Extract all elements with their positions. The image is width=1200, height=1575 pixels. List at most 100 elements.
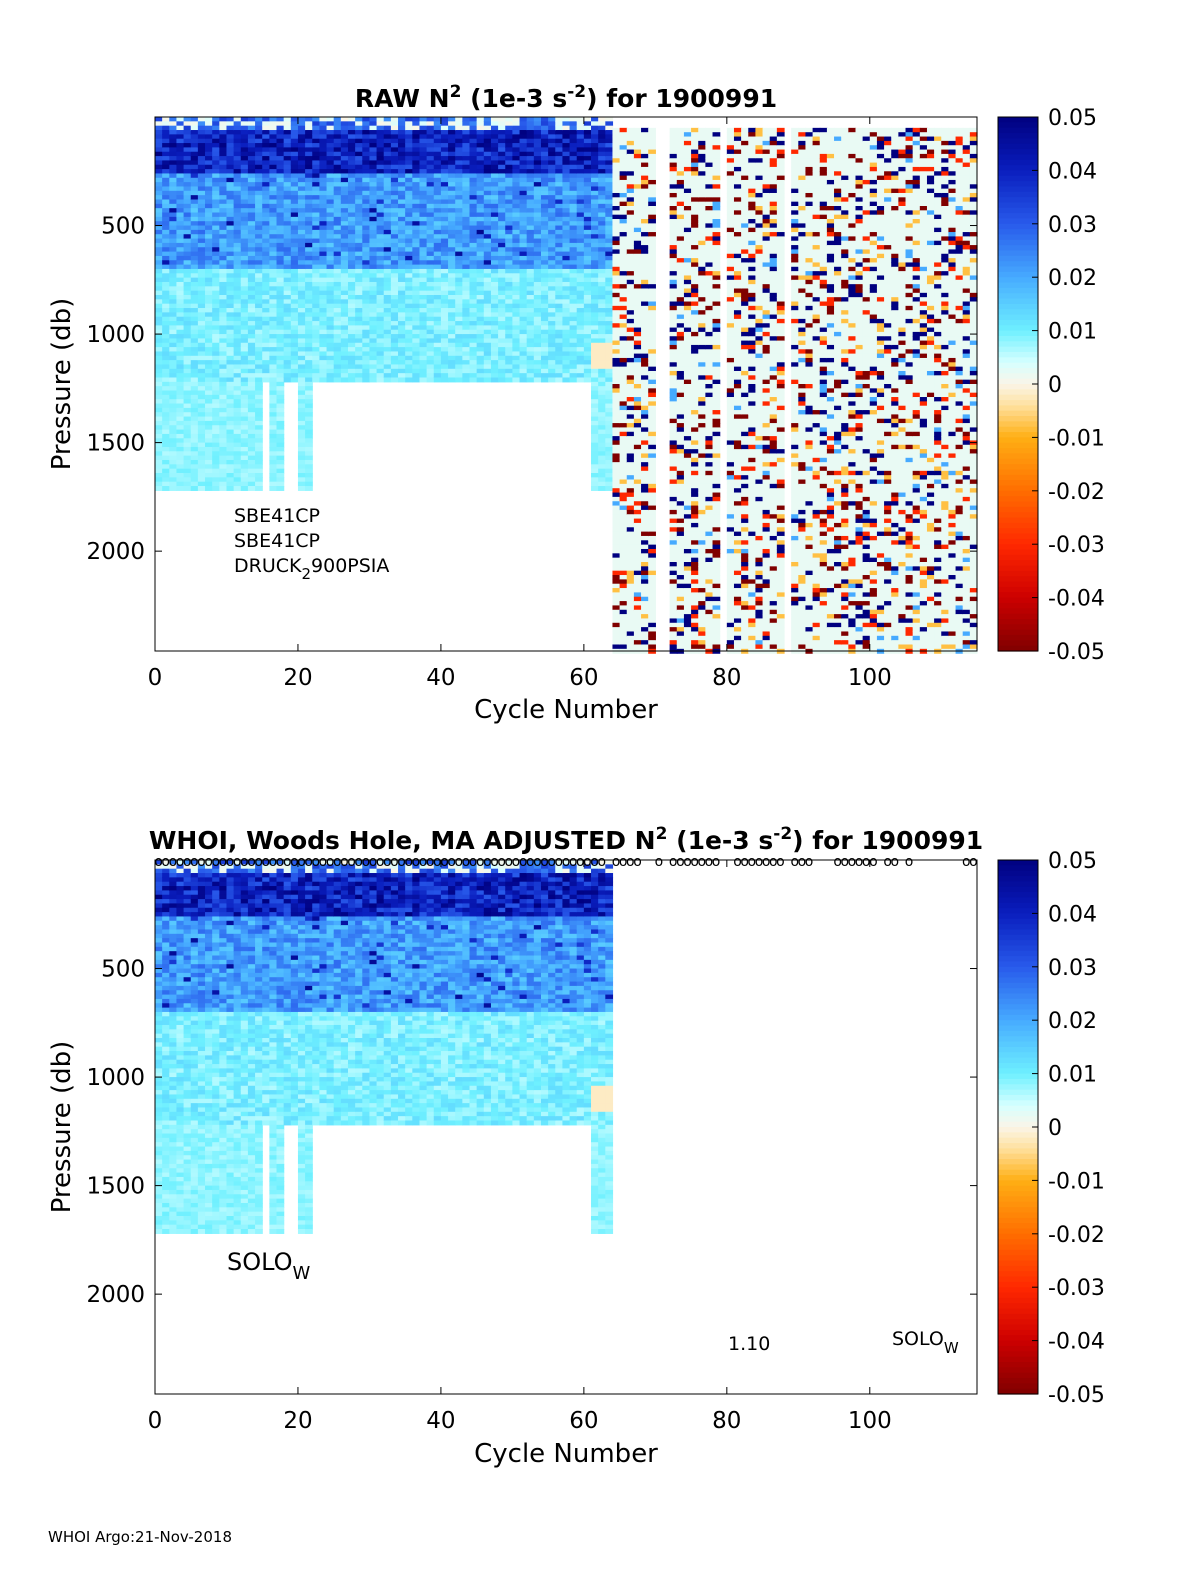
heatmap-cell (205, 247, 213, 253)
heatmap-cell (247, 360, 256, 366)
heatmap-cell (162, 212, 170, 218)
heatmap-cell (305, 160, 313, 166)
heatmap-cell (419, 238, 428, 244)
heatmap-cell (155, 455, 163, 461)
heatmap-cell (190, 312, 199, 318)
heatmap-cell (519, 264, 528, 270)
heatmap-cell (626, 483, 635, 489)
heatmap-cell (383, 295, 392, 300)
heatmap-cell (283, 195, 292, 201)
heatmap-cell (197, 364, 206, 370)
heatmap-cell (362, 199, 371, 205)
heatmap-cell (598, 182, 606, 188)
heatmap-cell (598, 216, 606, 222)
heatmap-cell (519, 286, 528, 292)
heatmap-cell (240, 329, 249, 335)
heatmap-cell (626, 284, 635, 290)
heatmap-cell (162, 407, 170, 413)
heatmap-cell (233, 143, 242, 148)
heatmap-cell (290, 308, 299, 313)
heatmap-cell (476, 225, 485, 231)
heatmap-cell (555, 216, 564, 222)
heatmap-cell (626, 553, 635, 559)
heatmap-cell (297, 130, 306, 135)
heatmap-cell (398, 190, 406, 196)
heatmap-cell (419, 299, 428, 305)
heatmap-cell (190, 347, 199, 353)
heatmap-cell (576, 329, 585, 335)
heatmap-cell (205, 477, 213, 483)
heatmap-cell (626, 440, 635, 446)
heatmap-cell (490, 121, 499, 127)
heatmap-cell (498, 121, 506, 127)
heatmap-cell (476, 173, 485, 179)
heatmap-cell (626, 609, 635, 615)
heatmap-cell (247, 325, 256, 331)
heatmap-cell (605, 390, 614, 396)
heatmap-cell (469, 238, 478, 244)
heatmap-cell (305, 390, 313, 396)
heatmap-cell (619, 397, 628, 402)
heatmap-cell (326, 199, 335, 205)
heatmap-cell (419, 125, 428, 131)
heatmap-cell (226, 212, 235, 218)
heatmap-cell (205, 255, 213, 261)
heatmap-cell (576, 182, 585, 188)
heatmap-cell (426, 255, 435, 261)
heatmap-cell (297, 473, 306, 478)
heatmap-cell (619, 240, 628, 246)
heatmap-cell (398, 273, 406, 279)
heatmap-cell (190, 164, 199, 170)
heatmap-cell (490, 216, 499, 222)
heatmap-cell (626, 232, 635, 237)
heatmap-cell (448, 312, 456, 318)
heatmap-cell (376, 316, 385, 322)
heatmap-cell (412, 138, 421, 144)
heatmap-cell (383, 364, 392, 370)
heatmap-cell (190, 429, 199, 435)
heatmap-cell (297, 177, 306, 183)
heatmap-cell (405, 329, 413, 335)
heatmap-cell (269, 134, 278, 140)
heatmap-cell (212, 234, 220, 240)
heatmap-cell (305, 446, 313, 452)
heatmap-cell (276, 281, 285, 287)
heatmap-cell (498, 221, 506, 227)
heatmap-cell (569, 190, 578, 196)
heatmap-cell (612, 449, 621, 455)
heatmap-cell (283, 169, 292, 175)
heatmap-cell (555, 329, 564, 335)
heatmap-cell (355, 286, 363, 292)
heatmap-cell (255, 429, 263, 435)
heatmap-cell (340, 347, 349, 353)
heatmap-cell (197, 368, 206, 374)
heatmap-cell (197, 338, 206, 344)
heatmap-cell (412, 286, 421, 292)
heatmap-cell (512, 212, 521, 218)
heatmap-cell (212, 203, 220, 209)
heatmap-cell (312, 329, 320, 335)
heatmap-cell (633, 253, 642, 259)
heatmap-cell (398, 147, 406, 153)
heatmap-cell (419, 342, 428, 348)
heatmap-cell (433, 121, 442, 127)
heatmap-cell (197, 377, 206, 383)
heatmap-cell (183, 125, 192, 131)
heatmap-cell (440, 199, 449, 205)
heatmap-cell (197, 429, 206, 435)
heatmap-cell (612, 423, 621, 429)
heatmap-cell (290, 203, 299, 209)
heatmap-cell (255, 329, 263, 335)
heatmap-cell (347, 117, 356, 122)
heatmap-cell (562, 229, 571, 235)
heatmap-cell (183, 464, 192, 470)
heatmap-cell (583, 351, 592, 357)
heatmap-cell (533, 360, 542, 366)
heatmap-cell (269, 203, 278, 209)
heatmap-cell (576, 160, 585, 166)
heatmap-cell (333, 277, 342, 283)
heatmap-cell (219, 442, 228, 448)
heatmap-cell (355, 312, 363, 318)
heatmap-cell (512, 312, 521, 318)
heatmap-cell (540, 151, 549, 157)
